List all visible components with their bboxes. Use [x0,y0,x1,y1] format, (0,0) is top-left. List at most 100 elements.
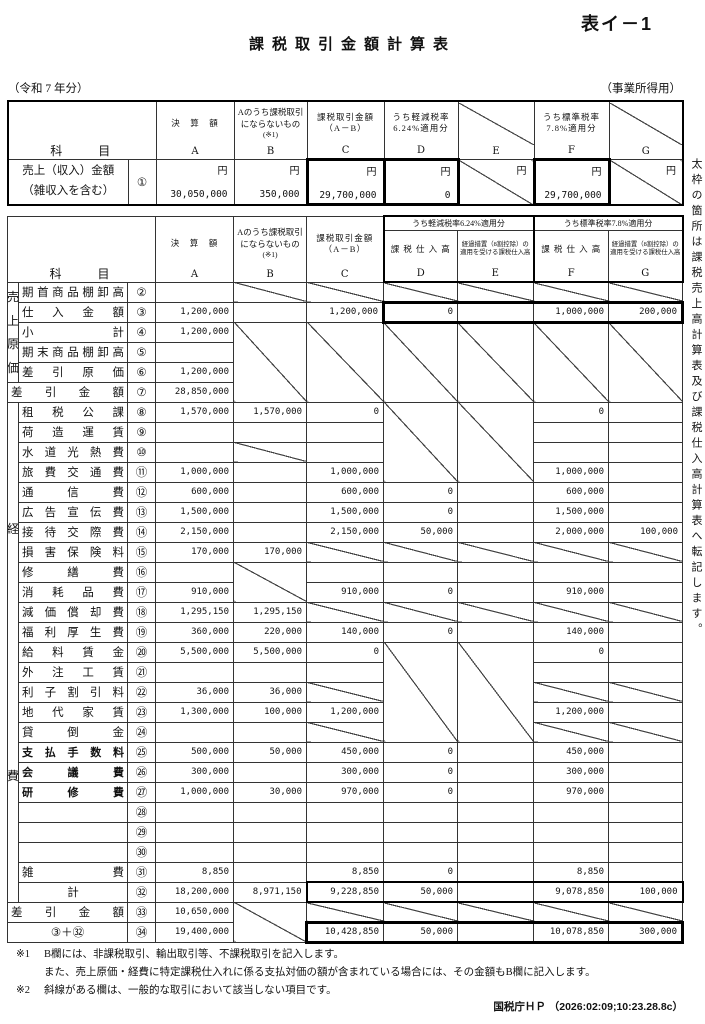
cell-D [383,281,458,303]
footnote-1: ※1 B欄には、非課税取引、輸出取引等、不課税取引を記入します。 [16,949,344,960]
cell-D [383,601,458,623]
cell-A: 1,500,000 [155,501,234,523]
cell-C: 0 [306,401,384,423]
header-group-reduced-rate: うち軽減税率6.24%適用分 [382,215,535,231]
cell-C: 円 29,700,000 [305,158,386,206]
cell-G [608,501,684,523]
table-row: 広告宣伝費 ⑬ 1,500,000 1,500,000 0 1,500,000 [8,501,684,523]
row-number: ② [127,281,156,303]
cell-B [233,421,307,443]
cell-F [533,721,610,743]
cell-C [306,661,384,683]
row-number: ㉔ [127,721,156,743]
cell-B [233,481,307,503]
header-subject: 科 目 [7,215,156,283]
cell-D: 0 [383,741,458,763]
cell-B [233,561,307,603]
cell-A [155,341,234,363]
group-label: 経費 [7,401,19,903]
cell-E [456,541,535,563]
header-col-g: 経過措置（8割控除）の 適用を受ける課税仕入高 G [608,230,684,283]
cell-B [233,821,307,843]
cell-G [608,801,684,823]
row-number: ㉓ [127,701,156,723]
cell-F [533,841,610,863]
row-label [18,801,128,823]
table-row: 接待交際費 ⑭ 2,150,000 2,150,000 50,000 2,000,000 1… [8,521,684,543]
cell-B: 8,971,150 [233,881,307,903]
cell-E [456,281,535,303]
cell-B [233,761,307,783]
cell-F: 0 [533,401,610,423]
table-row: 給料賃金 ⑳ 5,500,000 5,500,000 0 0 [8,641,684,743]
row-label: 修繕費 [18,561,128,583]
row-number: ㉕ [127,741,156,763]
cell-G [608,321,684,403]
cell-F [533,661,610,683]
cell-A [155,721,234,743]
cell-C: 0 [306,641,384,663]
row-number: ⑲ [127,621,156,643]
table-row: 期末商品棚卸高 ⑤ [8,341,683,363]
cell-D: 0 [383,761,458,783]
row-number: ㉜ [127,881,156,903]
cell-C [306,801,384,823]
row-label [18,821,128,843]
cell-B [233,901,307,943]
cell-B [233,281,307,303]
row-label: 差引原価 [18,361,128,383]
cell-B [233,321,307,403]
table-row: 福利厚生費 ⑲ 360,000 220,000 140,000 0 140,000 [8,621,684,643]
cell-F: 0 [533,641,610,663]
row-label: 租税公課 [18,401,128,423]
cell-B: 36,000 [233,681,307,703]
cell-F: 970,000 [533,781,610,803]
footnote-1b: また、売上原価・経費に特定課税仕入れに係る支払対価の額が含まれている場合には、そ… [44,967,596,979]
row-label: 会議費 [18,761,128,783]
cell-C [306,841,384,863]
cell-E [456,821,535,843]
cell-A: 1,200,000 [155,321,234,343]
row-label: ③＋㉜ [7,921,128,943]
cell-F [533,901,610,923]
cell-D: 0 [383,581,458,603]
row-label: 旅費交通費 [18,461,128,483]
cell-C [306,541,384,563]
cell-E [456,561,535,583]
cell-F: 140,000 [533,621,610,643]
cell-F: 1,000,000 [533,300,610,324]
cell-A: 300,000 [155,761,234,783]
row-label: 売上（収入）金額 （雑収入を含む） [7,159,129,205]
table-row: 差引金額 ⑦ 28,850,000 [7,381,683,403]
row-label: 期首商品棚卸高 [18,281,128,303]
cell-G [608,581,684,603]
cell-G [608,561,684,583]
row-number: ㉛ [127,861,156,883]
cell-C: 1,200,000 [306,301,384,323]
row-number: ㉞ [127,921,156,943]
row-number: ⑭ [127,521,156,543]
cell-C: 10,428,850 [305,920,384,944]
cell-C: 140,000 [306,621,384,643]
row-number: ㉝ [127,901,156,923]
row-number: ⑰ [127,581,156,603]
cell-D: 0 [383,501,458,523]
cell-G [608,761,684,783]
cell-B [233,721,307,743]
cell-D: 50,000 [383,521,458,543]
row-number: ㉖ [127,761,156,783]
header-col-a: 決 算 額 A [155,215,234,283]
cell-F [533,561,610,583]
row-label: 福利厚生費 [18,621,128,643]
side-note: 太枠の箇所は課税売上高計算表及び課税仕入高計算表へ転記します。 [690,158,702,639]
cell-G: 円 [608,159,684,205]
cell-G [608,621,684,643]
table-header-row: 科 目 決 算 額 A Aのうち課税取引 にならないもの (※1) B 課税取引金額… [7,215,684,283]
cell-E [456,801,535,823]
cell-A: 170,000 [155,541,234,563]
cell-A: 360,000 [155,621,234,643]
cell-C [306,441,384,463]
